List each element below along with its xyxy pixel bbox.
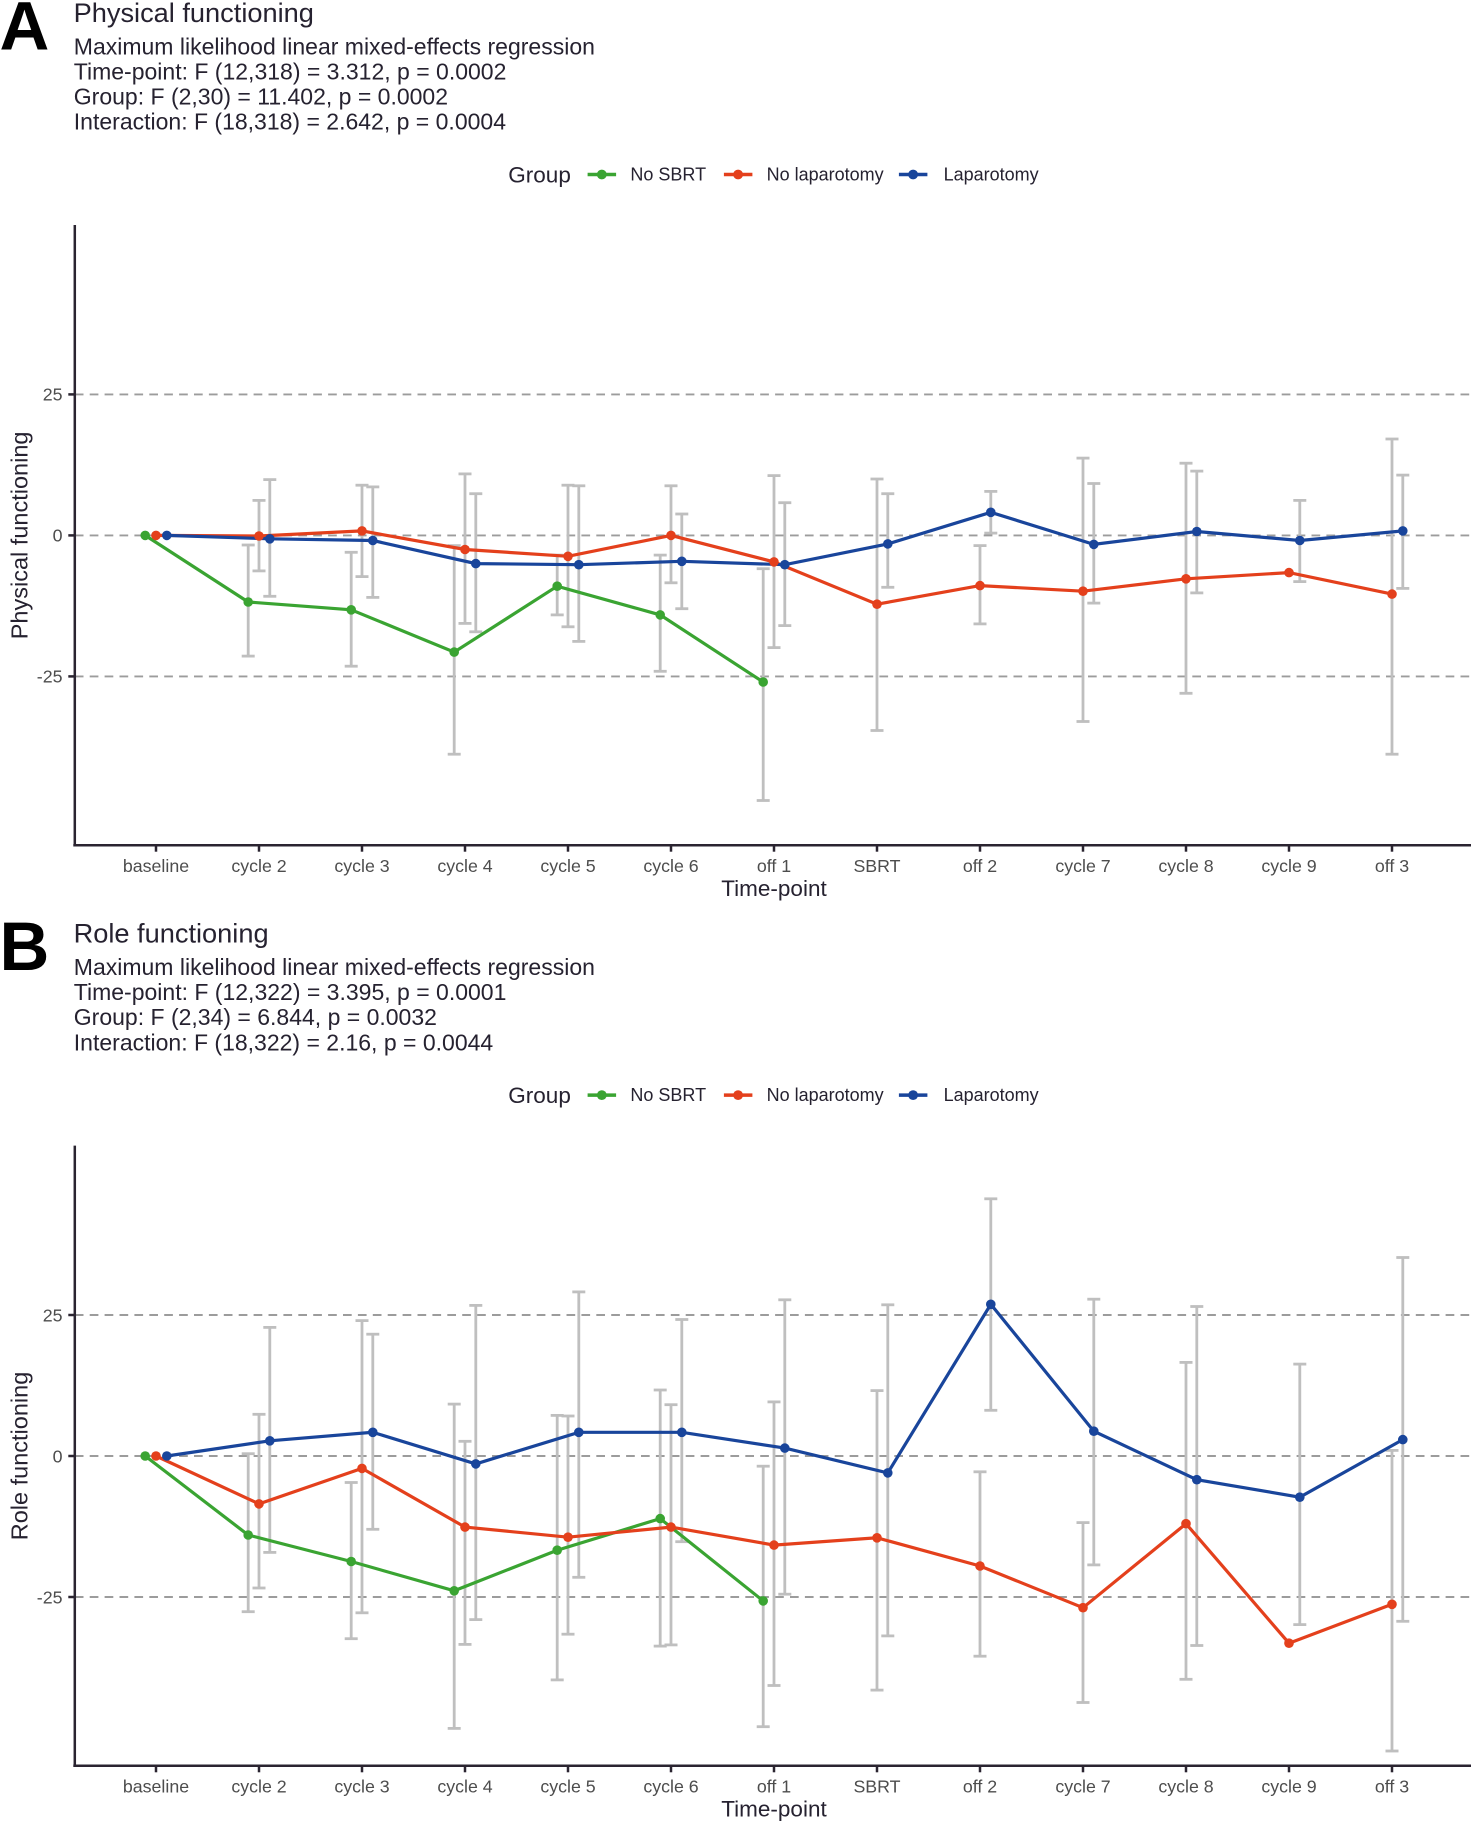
svg-text:off 1: off 1 bbox=[757, 856, 791, 876]
svg-text:Time-point: F (12,322) = 3.395: Time-point: F (12,322) = 3.395, p = 0.00… bbox=[74, 979, 507, 1005]
svg-text:off 3: off 3 bbox=[1375, 856, 1409, 876]
svg-text:25: 25 bbox=[43, 1305, 63, 1325]
svg-text:cycle 9: cycle 9 bbox=[1261, 856, 1316, 876]
svg-text:cycle 5: cycle 5 bbox=[540, 856, 595, 876]
svg-text:cycle 8: cycle 8 bbox=[1158, 856, 1213, 876]
svg-text:Time-point: Time-point bbox=[721, 876, 827, 901]
svg-text:No laparotomy: No laparotomy bbox=[767, 164, 884, 184]
svg-text:baseline: baseline bbox=[123, 856, 189, 876]
svg-text:A: A bbox=[0, 0, 49, 64]
svg-text:Maximum likelihood linear mixe: Maximum likelihood linear mixed-effects … bbox=[74, 33, 595, 59]
svg-text:B: B bbox=[0, 908, 49, 985]
svg-text:cycle 8: cycle 8 bbox=[1158, 1777, 1213, 1797]
svg-text:Role functioning: Role functioning bbox=[74, 917, 269, 948]
svg-text:off 2: off 2 bbox=[963, 1777, 997, 1797]
svg-text:cycle 4: cycle 4 bbox=[437, 856, 492, 876]
svg-text:cycle 6: cycle 6 bbox=[643, 856, 698, 876]
svg-text:cycle 3: cycle 3 bbox=[334, 856, 389, 876]
svg-text:Role functioning: Role functioning bbox=[7, 1372, 33, 1541]
svg-text:Group: Group bbox=[508, 1083, 571, 1108]
svg-text:Time-point: Time-point bbox=[721, 1796, 827, 1821]
svg-text:baseline: baseline bbox=[123, 1777, 189, 1797]
svg-text:SBRT: SBRT bbox=[853, 1777, 900, 1797]
svg-text:No SBRT: No SBRT bbox=[630, 1085, 706, 1105]
svg-text:Group: Group bbox=[508, 162, 571, 187]
svg-text:off 2: off 2 bbox=[963, 856, 997, 876]
svg-text:cycle 3: cycle 3 bbox=[334, 1777, 389, 1797]
svg-text:-25: -25 bbox=[37, 667, 63, 687]
svg-text:Laparotomy: Laparotomy bbox=[944, 164, 1039, 184]
svg-text:cycle 5: cycle 5 bbox=[540, 1777, 595, 1797]
svg-text:25: 25 bbox=[43, 385, 63, 405]
svg-text:off 3: off 3 bbox=[1375, 1777, 1409, 1797]
svg-text:-25: -25 bbox=[37, 1587, 63, 1607]
svg-text:0: 0 bbox=[53, 1446, 63, 1466]
svg-text:off 1: off 1 bbox=[757, 1777, 791, 1797]
svg-text:Interaction: F (18,322) = 2.16: Interaction: F (18,322) = 2.16, p = 0.00… bbox=[74, 1029, 494, 1055]
svg-text:Group: F (2,30) = 11.402, p =: Group: F (2,30) = 11.402, p = 0.0002 bbox=[74, 84, 448, 110]
svg-text:Maximum likelihood linear mixe: Maximum likelihood linear mixed-effects … bbox=[74, 954, 595, 980]
svg-text:Group: F (2,34) = 6.844, p = 0: Group: F (2,34) = 6.844, p = 0.0032 bbox=[74, 1004, 437, 1030]
svg-text:cycle 6: cycle 6 bbox=[643, 1777, 698, 1797]
svg-text:No laparotomy: No laparotomy bbox=[767, 1085, 884, 1105]
svg-text:0: 0 bbox=[53, 526, 63, 546]
svg-text:cycle 7: cycle 7 bbox=[1055, 856, 1110, 876]
svg-text:cycle 2: cycle 2 bbox=[231, 1777, 286, 1797]
svg-text:SBRT: SBRT bbox=[853, 856, 900, 876]
svg-text:cycle 7: cycle 7 bbox=[1055, 1777, 1110, 1797]
svg-text:cycle 2: cycle 2 bbox=[231, 856, 286, 876]
svg-text:Time-point: F (12,318) = 3.312: Time-point: F (12,318) = 3.312, p = 0.00… bbox=[74, 59, 507, 85]
svg-text:Interaction: F (18,318) = 2.64: Interaction: F (18,318) = 2.642, p = 0.0… bbox=[74, 109, 506, 135]
svg-text:Physical functioning: Physical functioning bbox=[7, 432, 33, 640]
svg-text:cycle 9: cycle 9 bbox=[1261, 1777, 1316, 1797]
svg-text:No SBRT: No SBRT bbox=[630, 164, 706, 184]
svg-text:cycle 4: cycle 4 bbox=[437, 1777, 492, 1797]
svg-text:Physical functioning: Physical functioning bbox=[74, 0, 314, 28]
svg-text:Laparotomy: Laparotomy bbox=[944, 1085, 1039, 1105]
